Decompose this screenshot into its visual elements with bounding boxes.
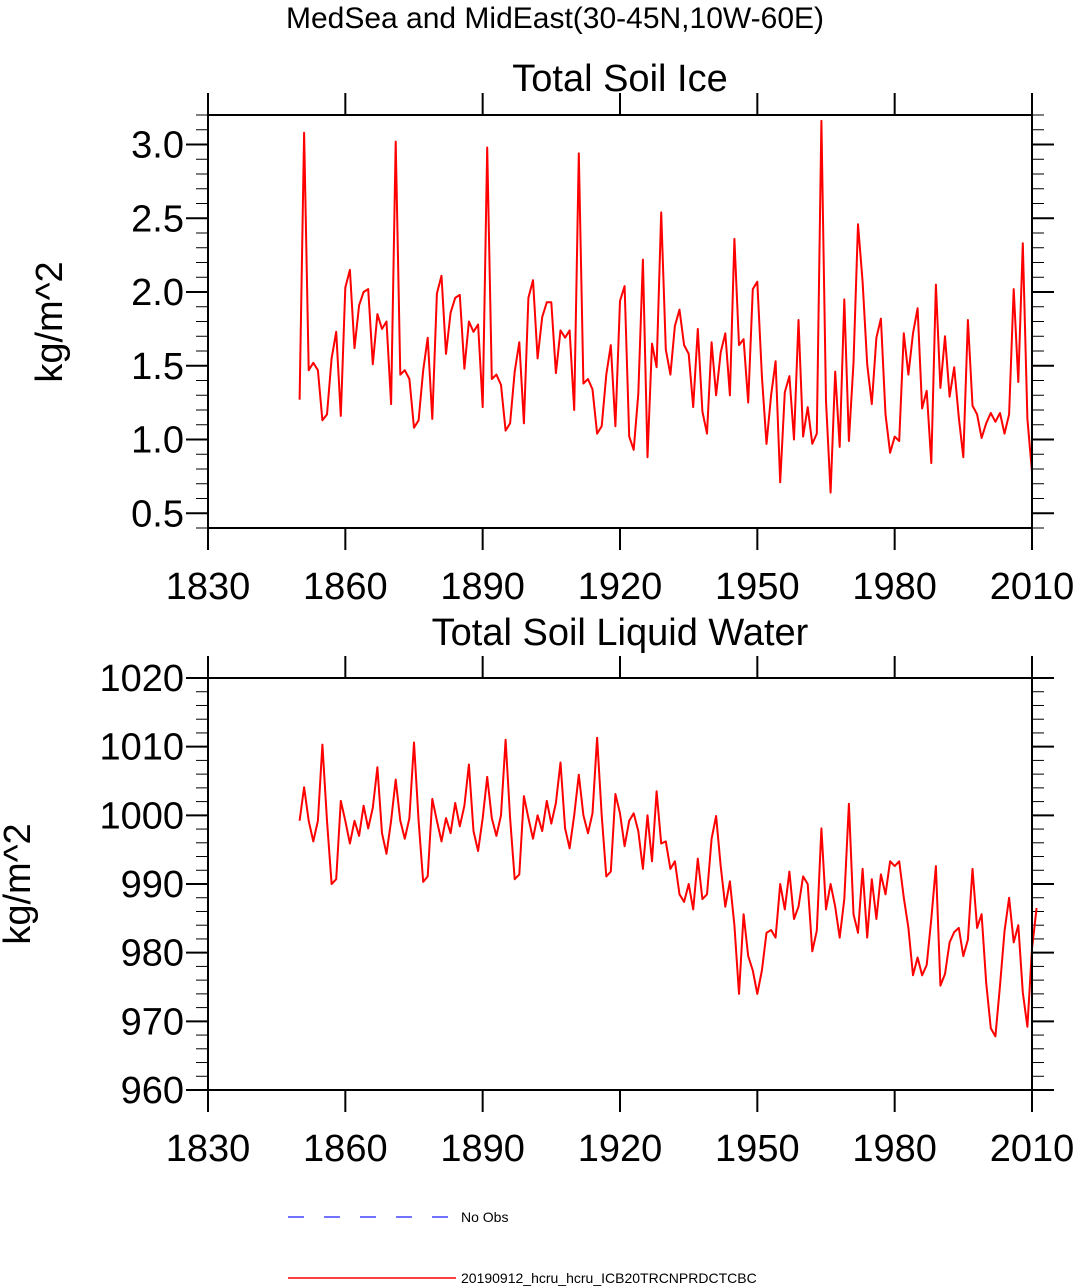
x-tick-label: 1860 — [303, 566, 388, 608]
y-tick-label: 0.5 — [131, 493, 184, 535]
y-tick-label: 990 — [121, 864, 184, 906]
x-tick-label: 1890 — [440, 1128, 525, 1170]
x-tick-label: 1920 — [578, 1128, 663, 1170]
plot-frame — [207, 677, 1033, 1091]
plot-frame — [207, 114, 1033, 529]
x-tick-label: 1950 — [715, 1128, 800, 1170]
y-tick-label: 970 — [121, 1001, 184, 1043]
y-tick-label: 1000 — [99, 795, 184, 837]
y-tick-label: 1010 — [99, 727, 184, 769]
figure-title: MedSea and MidEast(30-45N,10W-60E) — [286, 2, 824, 35]
y-axis-label: kg/m^2 — [0, 823, 39, 944]
panel-total-soil-ice: Total Soil Ice kg/m^2 1830 1860 1890 1920 19… — [29, 58, 1074, 608]
legend-label-model: 20190912_hcru_hcru_ICB20TRCNPRDCTCBC — [461, 1270, 757, 1286]
x-tick-label: 2010 — [990, 566, 1075, 608]
series-layer — [298, 119, 1033, 494]
y-tick-label: 1020 — [99, 658, 184, 700]
legend-label-no-obs: No Obs — [461, 1209, 508, 1225]
x-tick-label: 1920 — [578, 566, 663, 608]
axis-ticks: 1830 1860 1890 1920 1950 1980 2010 0.5 1.0 1.5 2.0… — [131, 93, 1074, 608]
x-tick-label: 2010 — [990, 1128, 1075, 1170]
x-tick-label: 1890 — [440, 566, 525, 608]
x-tick-label: 1950 — [715, 566, 800, 608]
y-tick-label: 980 — [121, 933, 184, 975]
axis-ticks: 1830 1860 1890 1920 1950 1980 2010 960 970 980 990… — [99, 656, 1074, 1170]
x-tick-label: 1860 — [303, 1128, 388, 1170]
panel-title: Total Soil Liquid Water — [432, 612, 809, 654]
y-tick-label: 2.0 — [131, 272, 184, 314]
y-tick-label: 1.0 — [131, 420, 184, 462]
y-tick-label: 3.0 — [131, 125, 184, 167]
series-line — [298, 736, 1038, 1038]
x-tick-label: 1830 — [166, 1128, 251, 1170]
y-tick-label: 1.5 — [131, 346, 184, 388]
x-tick-label: 1980 — [852, 566, 937, 608]
x-tick-label: 1980 — [852, 1128, 937, 1170]
y-axis-label: kg/m^2 — [29, 261, 71, 382]
series-line — [298, 119, 1033, 494]
panel-total-soil-liquid-water: Total Soil Liquid Water kg/m^2 1830 1860 1… — [0, 612, 1074, 1170]
series-layer — [298, 736, 1038, 1038]
x-tick-label: 1830 — [166, 566, 251, 608]
y-tick-label: 960 — [121, 1070, 184, 1112]
y-tick-label: 2.5 — [131, 198, 184, 240]
legend: No Obs 20190912_hcru_hcru_ICB20TRCNPRDCT… — [288, 1209, 757, 1286]
